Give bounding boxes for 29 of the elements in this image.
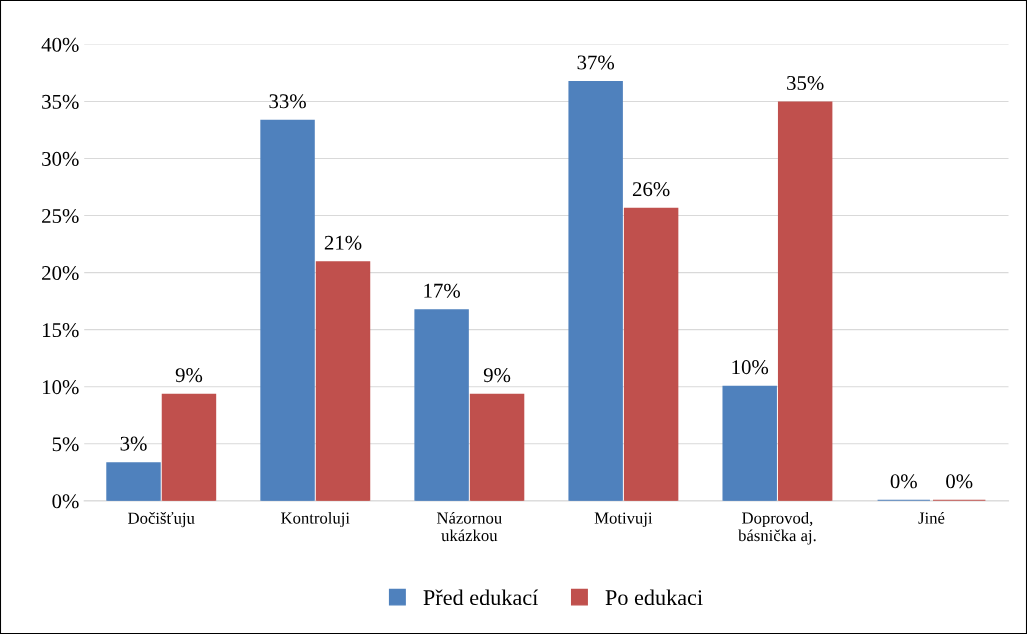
y-tick-label: 0% <box>52 494 79 509</box>
y-tick-label: 40% <box>41 37 79 52</box>
data-label: 9% <box>175 368 203 383</box>
y-tick-label: 25% <box>42 208 79 224</box>
y-tick-label: 15% <box>43 323 79 338</box>
data-label: 17% <box>424 283 460 298</box>
data-label: 26% <box>632 182 670 197</box>
data-label: 0% <box>890 474 917 489</box>
data-label: 3% <box>120 436 147 451</box>
x-tick-label: Kontroluji <box>281 511 350 528</box>
data-label: 33% <box>269 94 306 109</box>
data-label: 35% <box>787 75 824 91</box>
y-tick-label: 30% <box>42 151 79 166</box>
x-tick-label: Názornou ukázkou <box>436 511 502 542</box>
data-label: 10% <box>732 360 769 375</box>
x-tick-label: Dočišťuju <box>128 511 195 528</box>
x-tick-label: Motivuji <box>594 512 653 528</box>
data-label: 0% <box>946 474 973 489</box>
legend-label: Před edukací <box>423 589 539 606</box>
data-label: 21% <box>324 235 362 250</box>
data-label: 9% <box>483 368 511 383</box>
x-tick-label: Doprovod, básnička aj. <box>738 511 816 545</box>
y-tick-label: 5% <box>52 437 79 452</box>
y-tick-label: 35% <box>42 94 79 109</box>
x-tick-label: Jiné <box>918 511 945 524</box>
y-tick-label: 20% <box>42 265 79 281</box>
data-label: 37% <box>577 55 615 70</box>
legend-label: Po edukaci <box>605 589 703 606</box>
y-tick-label: 10% <box>43 380 79 395</box>
